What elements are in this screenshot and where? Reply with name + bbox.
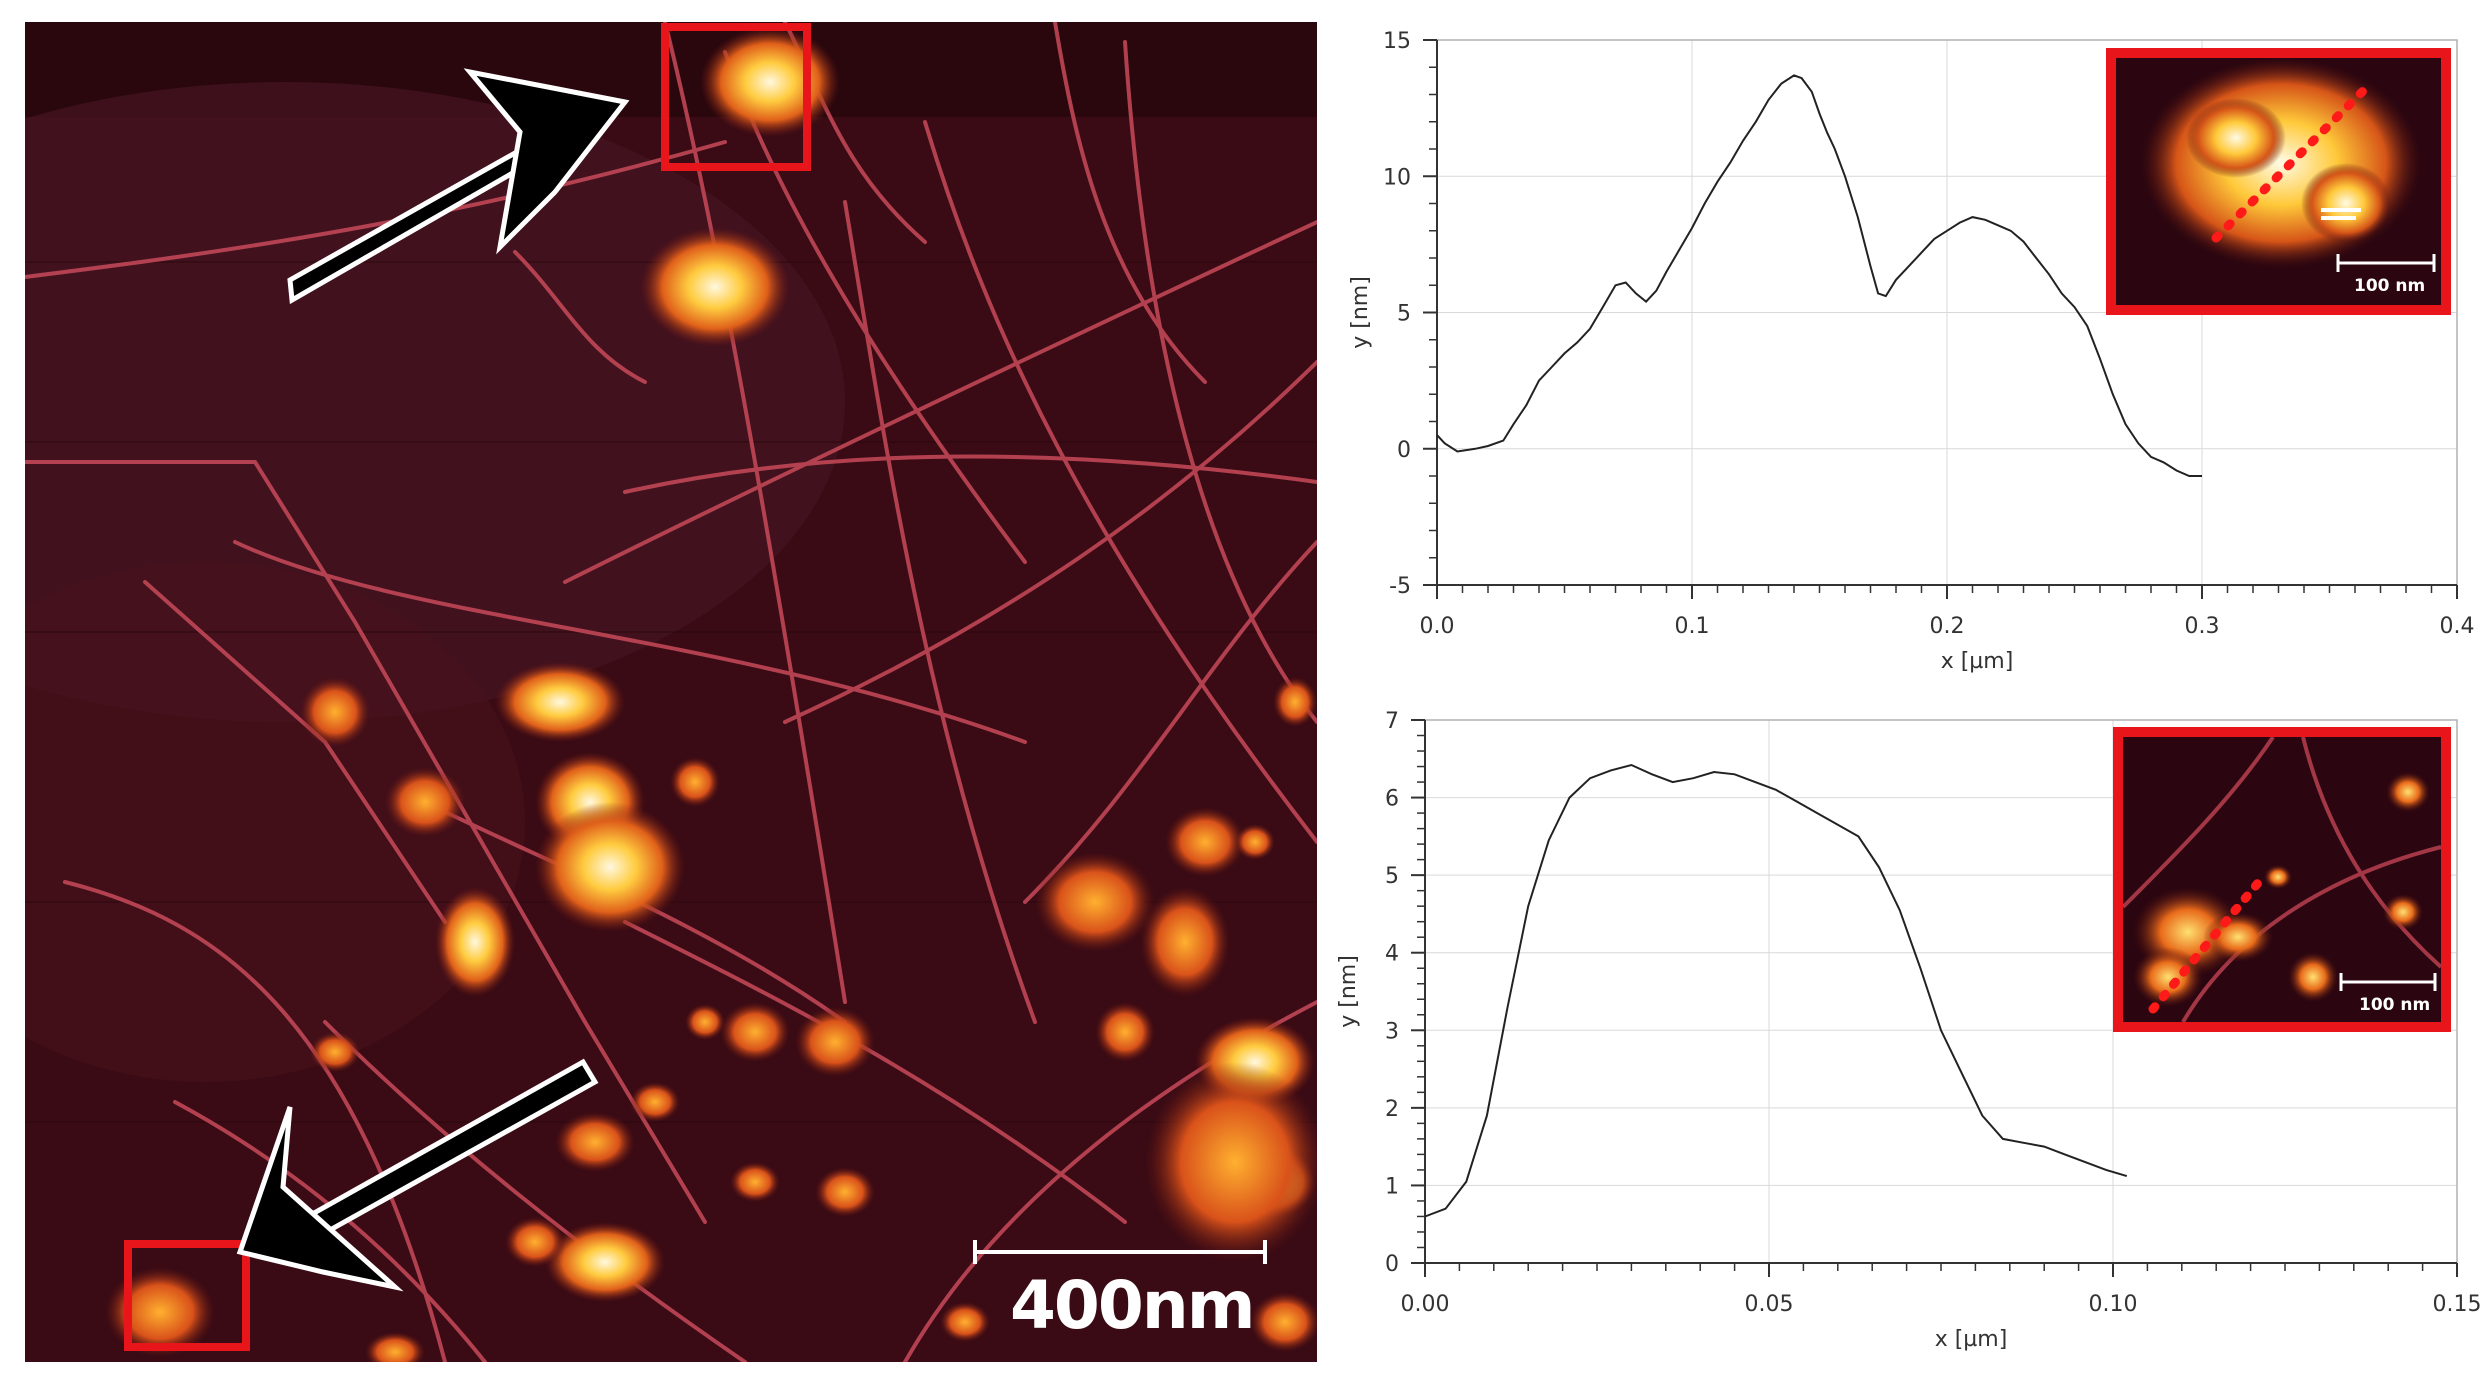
x-tick-label: 0.15 (2433, 1292, 2482, 1317)
inset-bottom-canvas (2123, 737, 2441, 1022)
afm-scale-label: 400nm (1010, 1267, 1256, 1344)
x-tick-label: 0.2 (1930, 614, 1965, 639)
x-tick-label: 0.3 (2185, 614, 2220, 639)
y-tick-label: 0 (1397, 438, 1411, 463)
y-tick-label: 10 (1383, 165, 1411, 190)
y-axis-label: y [nm] (1348, 276, 1373, 349)
y-tick-label: 15 (1383, 29, 1411, 54)
y-tick-label: -5 (1389, 574, 1411, 599)
plot-top-canvas: 0.0 0.1 0.2 0.3 0.4 -5 0 5 10 15 x [µm] y [nm] (1348, 29, 2475, 674)
inset-bottom-profile-line (2148, 872, 2268, 1014)
inset-image-top: 100 nm (2106, 48, 2451, 315)
profile-series-line (1424, 763, 2128, 1218)
y-tick-label: 4 (1385, 942, 1399, 967)
afm-scale-bar (973, 1240, 1267, 1264)
x-axis-label: x [µm] (1935, 1327, 2008, 1352)
inset-top-profile-line (2211, 83, 2371, 243)
inset-top-canvas (2116, 58, 2441, 305)
afm-height-image: 400nm (25, 22, 1317, 1362)
inset-top-scale-label: 100 nm (2354, 276, 2426, 296)
x-tick-label: 0.05 (1745, 1292, 1794, 1317)
x-tick-label: 0.4 (2440, 614, 2475, 639)
x-tick-label: 0.0 (1420, 614, 1455, 639)
y-tick-label: 3 (1385, 1019, 1399, 1044)
y-tick-label: 0 (1385, 1252, 1399, 1277)
x-tick-label: 0.10 (2089, 1292, 2138, 1317)
y-tick-label: 7 (1385, 709, 1399, 734)
y-tick-label: 5 (1385, 864, 1399, 889)
y-axis-label: y [nm] (1336, 955, 1361, 1028)
y-tick-label: 2 (1385, 1097, 1399, 1122)
y-tick-label: 1 (1385, 1174, 1399, 1199)
afm-image-canvas (25, 22, 1317, 1362)
plot-bottom-canvas: 0.00 0.05 0.10 0.15 0 1 2 3 4 5 6 7 x [µm] y [nm] (1336, 709, 2482, 1352)
profile-series-line (1436, 74, 2202, 477)
arrow-top-icon (287, 68, 630, 305)
inset-image-bottom: 100 nm (2113, 727, 2451, 1032)
x-axis-label: x [µm] (1941, 649, 2014, 674)
highlight-box-bottom (124, 1240, 250, 1351)
x-tick-label: 0.00 (1401, 1292, 1450, 1317)
inset-top-scale-bar (2336, 254, 2436, 272)
x-tick-label: 0.1 (1675, 614, 1710, 639)
height-profile-plot-top: 0.0 0.1 0.2 0.3 0.4 -5 0 5 10 15 x [µm] y [nm] (1330, 0, 2489, 700)
y-tick-label: 5 (1397, 302, 1411, 327)
inset-bottom-scale-label: 100 nm (2359, 995, 2431, 1015)
inset-bottom-scale-bar (2339, 973, 2437, 991)
arrow-bottom-icon (236, 1058, 599, 1292)
y-tick-label: 6 (1385, 787, 1399, 812)
height-profile-plot-bottom: 0.00 0.05 0.10 0.15 0 1 2 3 4 5 6 7 x [µm] y [nm] (1330, 690, 2489, 1380)
highlight-box-top (661, 23, 811, 171)
